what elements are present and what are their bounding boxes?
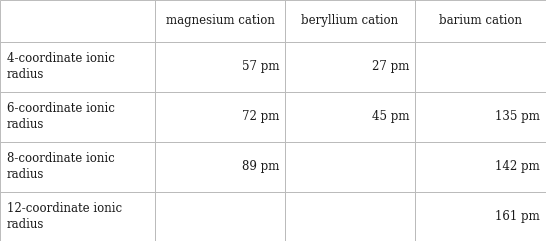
Bar (415, 92, 546, 141)
Bar (415, 0, 546, 41)
Text: beryllium cation: beryllium cation (301, 14, 399, 27)
Text: 135 pm: 135 pm (495, 110, 540, 123)
Bar (415, 141, 546, 192)
Bar (285, 192, 415, 241)
Bar (0, 41, 155, 92)
Text: 45 pm: 45 pm (371, 110, 409, 123)
Text: 72 pm: 72 pm (242, 110, 279, 123)
Text: 27 pm: 27 pm (372, 60, 409, 73)
Bar (155, 192, 285, 241)
Bar (0, 0, 155, 41)
Text: barium cation: barium cation (439, 14, 522, 27)
Bar (415, 192, 546, 241)
Bar (155, 41, 285, 92)
Text: 4-coordinate ionic
radius: 4-coordinate ionic radius (7, 52, 115, 81)
Bar (285, 141, 415, 192)
Bar (0, 92, 155, 141)
Text: 57 pm: 57 pm (241, 60, 279, 73)
Text: 89 pm: 89 pm (242, 160, 279, 173)
Text: 161 pm: 161 pm (495, 210, 540, 223)
Text: magnesium cation: magnesium cation (165, 14, 275, 27)
Bar (285, 0, 415, 41)
Bar (0, 141, 155, 192)
Bar (155, 92, 285, 141)
Text: 6-coordinate ionic
radius: 6-coordinate ionic radius (7, 102, 115, 131)
Bar (415, 41, 546, 92)
Text: 12-coordinate ionic
radius: 12-coordinate ionic radius (7, 202, 122, 231)
Text: 142 pm: 142 pm (495, 160, 540, 173)
Bar (155, 141, 285, 192)
Bar (0, 192, 155, 241)
Bar (285, 41, 415, 92)
Bar (285, 92, 415, 141)
Bar (155, 0, 285, 41)
Text: 8-coordinate ionic
radius: 8-coordinate ionic radius (7, 152, 115, 181)
